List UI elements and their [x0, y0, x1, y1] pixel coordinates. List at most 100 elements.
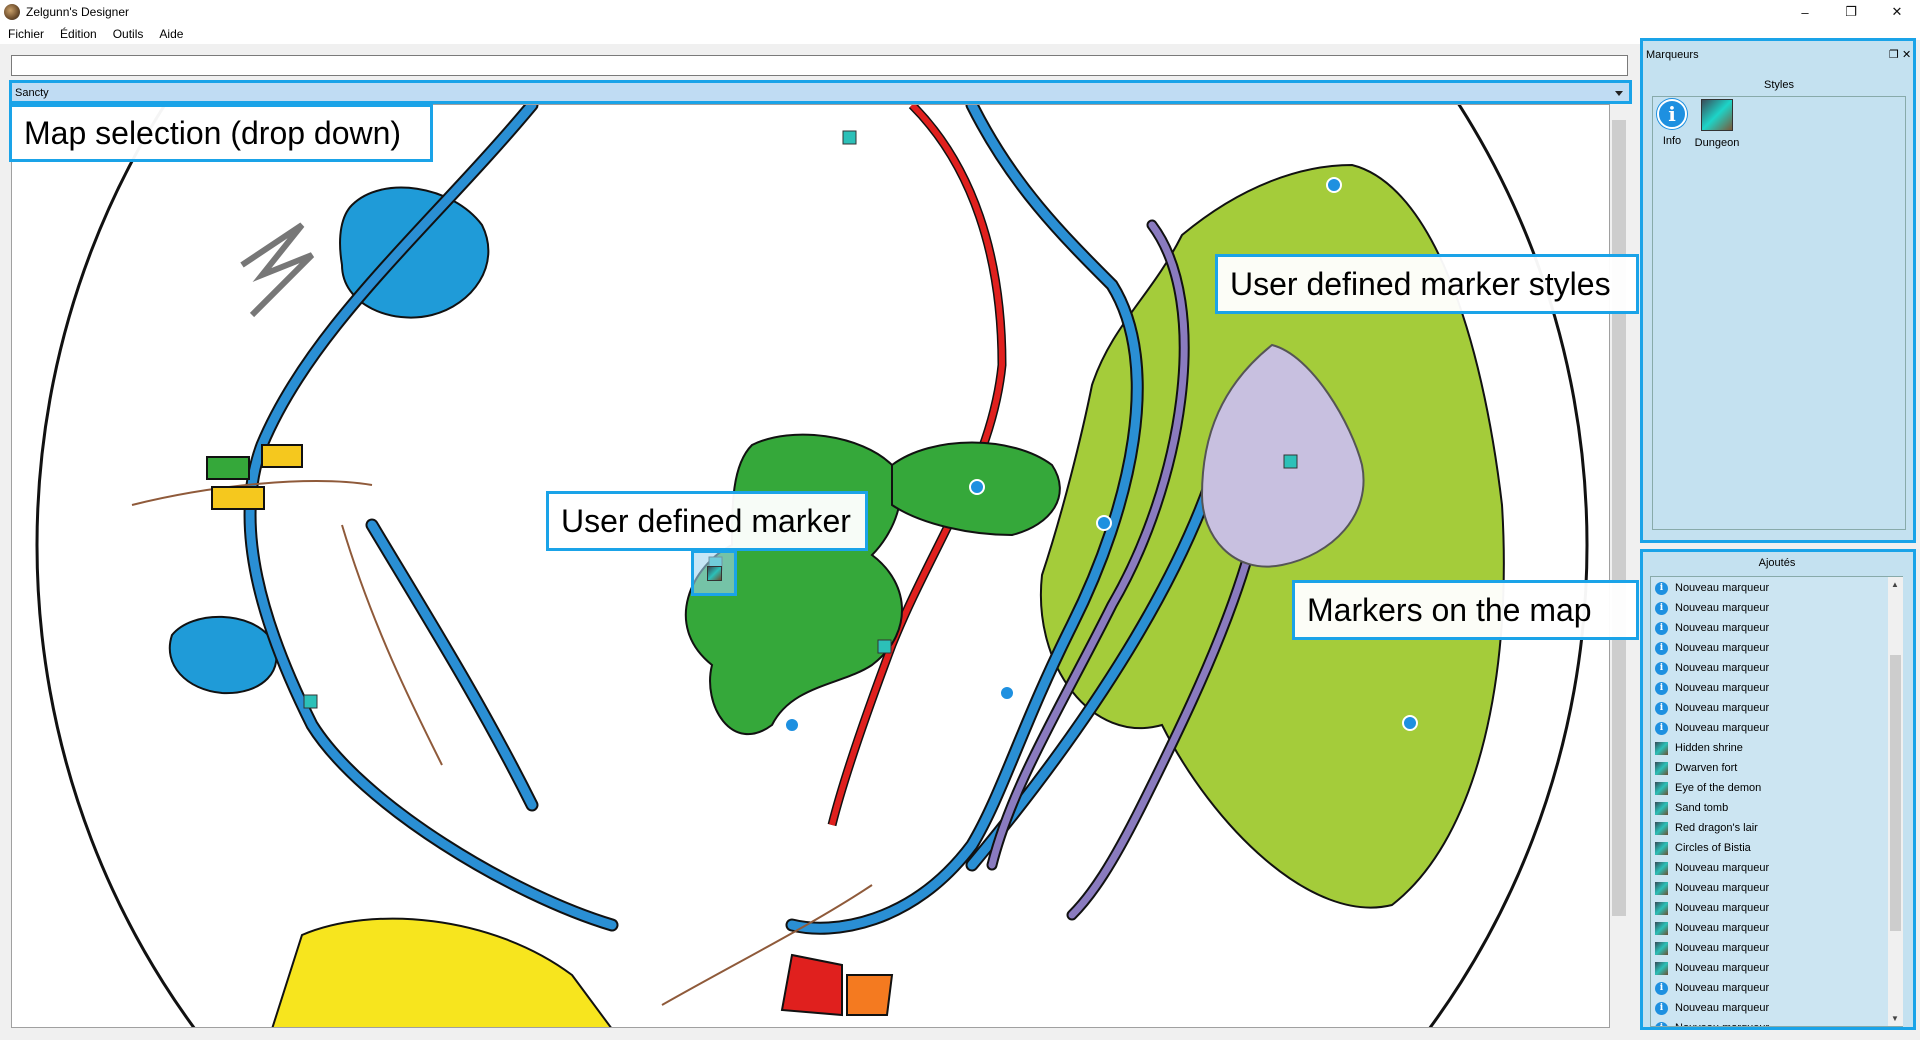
window-title: Zelgunn's Designer [26, 5, 130, 19]
style-item-dungeon[interactable]: Dungeon [1691, 99, 1743, 149]
menu-fichier[interactable]: Fichier [8, 27, 45, 41]
styles-list [1652, 96, 1906, 530]
list-item[interactable]: Hidden shrine [1655, 739, 1743, 757]
list-item-label: Nouveau marqueur [1675, 722, 1770, 734]
list-item-label: Nouveau marqueur [1675, 862, 1770, 874]
info-icon: i [1655, 1001, 1668, 1015]
dungeon-icon [1701, 99, 1733, 131]
info-icon: i [1655, 1021, 1668, 1026]
list-item-label: Red dragon's lair [1675, 822, 1758, 834]
list-item-label: Nouveau marqueur [1675, 642, 1770, 654]
info-icon: i [1655, 681, 1668, 695]
list-item-label: Nouveau marqueur [1675, 702, 1770, 714]
styles-group-title: Styles [1764, 79, 1794, 91]
callout-user-marker: User defined marker [546, 491, 868, 551]
map-scrollbar-thumb[interactable] [1612, 120, 1626, 916]
list-item[interactable]: Dwarven fort [1655, 759, 1737, 777]
close-button[interactable]: ✕ [1891, 4, 1903, 19]
roads [131, 480, 873, 1006]
list-item[interactable]: i Nouveau marqueur [1655, 619, 1769, 637]
dungeon-icon [1655, 841, 1668, 855]
style-label-dungeon: Dungeon [1694, 137, 1740, 149]
map-select-value: Sancty [15, 87, 49, 99]
list-item[interactable]: i Nouveau marqueur [1655, 1019, 1769, 1026]
list-item[interactable]: Eye of the demon [1655, 779, 1761, 797]
added-markers-list[interactable]: i Nouveau marqueur i Nouveau marqueur i Nouve… [1650, 576, 1903, 1027]
list-item-label: Nouveau marqueur [1675, 662, 1770, 674]
menu-edition[interactable]: Édition [60, 27, 97, 41]
list-item[interactable]: i Nouveau marqueur [1655, 979, 1769, 997]
list-item-label: Nouveau marqueur [1675, 682, 1770, 694]
list-item[interactable]: Sand tomb [1655, 799, 1728, 817]
list-item[interactable]: i Nouveau marqueur [1655, 679, 1769, 697]
mountain-peaks [240, 222, 315, 318]
close-panel-icon[interactable]: ✕ [1901, 49, 1912, 61]
callout-markers-on-map: Markers on the map [1292, 580, 1639, 640]
list-item[interactable]: Red dragon's lair [1655, 819, 1758, 837]
map-select-dropdown[interactable]: Sancty [11, 82, 1630, 104]
callout-marker-styles: User defined marker styles [1215, 254, 1639, 314]
dungeon-icon [1655, 821, 1668, 835]
lake-west [168, 615, 278, 695]
list-item[interactable]: Circles of Bistia [1655, 839, 1751, 857]
menu-outils[interactable]: Outils [112, 27, 144, 41]
list-item-label: Nouveau marqueur [1675, 962, 1770, 974]
restore-button[interactable]: ❐ [1845, 4, 1857, 19]
field-yellow [261, 444, 303, 468]
dungeon-icon [1655, 921, 1668, 935]
list-item[interactable]: Nouveau marqueur [1655, 859, 1769, 877]
list-item-label: Dwarven fort [1675, 762, 1738, 774]
path-input[interactable] [11, 55, 1628, 76]
list-item[interactable]: Nouveau marqueur [1655, 939, 1769, 957]
minimize-button[interactable]: – [1801, 4, 1809, 20]
field-yellow-2 [211, 486, 265, 510]
info-icon: i [1655, 721, 1668, 735]
dungeon-icon [1655, 781, 1668, 795]
list-item-label: Hidden shrine [1675, 742, 1743, 754]
list-item-label: Eye of the demon [1675, 782, 1762, 794]
dungeon-icon [1655, 741, 1668, 755]
south-desert [271, 917, 612, 1027]
list-item[interactable]: i Nouveau marqueur [1655, 699, 1769, 717]
list-item-label: Nouveau marqueur [1675, 922, 1770, 934]
scroll-up-icon[interactable]: ▲ [1891, 580, 1899, 589]
list-item-label: Nouveau marqueur [1675, 1022, 1769, 1026]
info-icon: i [1655, 981, 1668, 995]
list-item[interactable]: Nouveau marqueur [1655, 919, 1769, 937]
dungeon-icon [1655, 761, 1668, 775]
list-item[interactable]: Nouveau marqueur [1655, 879, 1769, 897]
info-icon: i [1655, 601, 1668, 615]
list-item[interactable]: i Nouveau marqueur [1655, 579, 1769, 597]
list-item-label: Nouveau marqueur [1675, 902, 1770, 914]
added-group-title: Ajoutés [1758, 557, 1796, 569]
dungeon-icon [707, 566, 722, 581]
selected-marker-highlight[interactable] [691, 550, 737, 596]
info-icon: i [1655, 581, 1668, 595]
field-green [206, 456, 250, 480]
map-canvas[interactable] [11, 104, 1610, 1028]
list-item[interactable]: i Nouveau marqueur [1655, 599, 1769, 617]
red-zone [780, 953, 843, 1017]
map-drawing [35, 105, 1589, 1027]
info-icon: i [1657, 99, 1687, 129]
dungeon-icon [1655, 941, 1668, 955]
menu-bar: Fichier Édition Outils Aide [0, 24, 1920, 44]
chevron-down-icon[interactable] [1615, 91, 1623, 96]
dungeon-icon [1655, 901, 1668, 915]
list-item-label: Nouveau marqueur [1675, 602, 1770, 614]
added-list-scrollbar-thumb[interactable] [1890, 655, 1901, 931]
list-item[interactable]: i Nouveau marqueur [1655, 639, 1769, 657]
list-item-label: Circles of Bistia [1675, 842, 1751, 854]
list-item[interactable]: i Nouveau marqueur [1655, 719, 1769, 737]
menu-aide[interactable]: Aide [159, 27, 184, 41]
float-panel-icon[interactable]: ❐ [1889, 49, 1899, 61]
list-item[interactable]: Nouveau marqueur [1655, 899, 1769, 917]
list-item-label: Sand tomb [1675, 802, 1729, 814]
list-item[interactable]: Nouveau marqueur [1655, 959, 1769, 977]
list-item[interactable]: i Nouveau marqueur [1655, 999, 1769, 1017]
orange-zone [846, 974, 894, 1016]
list-item[interactable]: i Nouveau marqueur [1655, 659, 1769, 677]
dungeon-icon [1655, 801, 1668, 815]
style-item-info[interactable]: i Info [1646, 99, 1698, 147]
scroll-down-icon[interactable]: ▼ [1891, 1014, 1899, 1023]
